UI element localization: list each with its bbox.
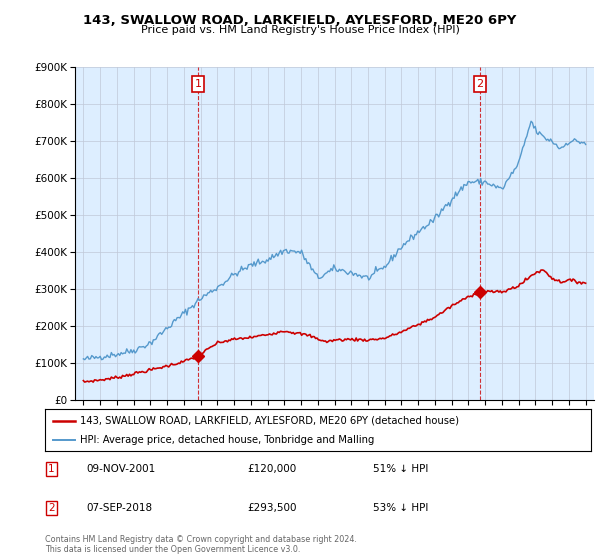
- Text: 07-SEP-2018: 07-SEP-2018: [86, 503, 152, 513]
- Text: 2: 2: [476, 79, 484, 89]
- Text: 1: 1: [195, 79, 202, 89]
- Text: 51% ↓ HPI: 51% ↓ HPI: [373, 464, 428, 474]
- Text: 09-NOV-2001: 09-NOV-2001: [86, 464, 155, 474]
- Text: £293,500: £293,500: [247, 503, 296, 513]
- Text: 143, SWALLOW ROAD, LARKFIELD, AYLESFORD, ME20 6PY (detached house): 143, SWALLOW ROAD, LARKFIELD, AYLESFORD,…: [80, 416, 460, 426]
- Text: 53% ↓ HPI: 53% ↓ HPI: [373, 503, 428, 513]
- Text: £120,000: £120,000: [247, 464, 296, 474]
- Text: Contains HM Land Registry data © Crown copyright and database right 2024.
This d: Contains HM Land Registry data © Crown c…: [45, 535, 357, 554]
- Text: 143, SWALLOW ROAD, LARKFIELD, AYLESFORD, ME20 6PY: 143, SWALLOW ROAD, LARKFIELD, AYLESFORD,…: [83, 14, 517, 27]
- Text: Price paid vs. HM Land Registry's House Price Index (HPI): Price paid vs. HM Land Registry's House …: [140, 25, 460, 35]
- Text: 2: 2: [48, 503, 55, 513]
- Text: HPI: Average price, detached house, Tonbridge and Malling: HPI: Average price, detached house, Tonb…: [80, 435, 375, 445]
- Text: 1: 1: [48, 464, 55, 474]
